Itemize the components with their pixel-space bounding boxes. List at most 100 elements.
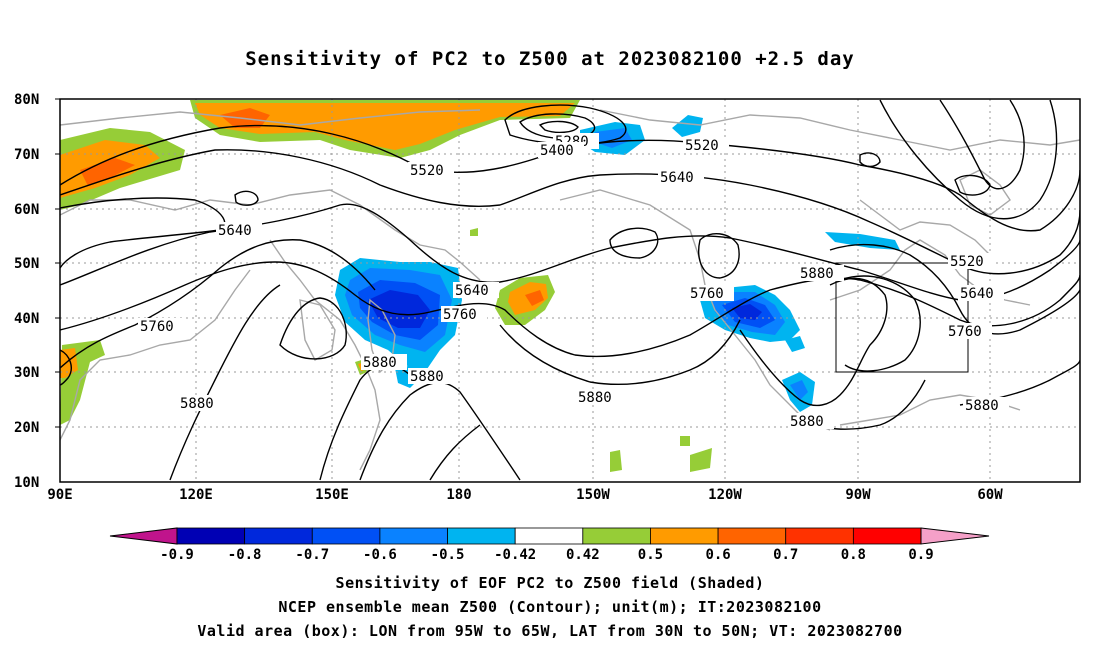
svg-text:5880: 5880	[410, 369, 444, 385]
contour-label: 5880	[408, 368, 454, 385]
svg-text:5640: 5640	[960, 286, 994, 302]
lat-tick-label: 40N	[14, 311, 39, 327]
colorbar-below-arrow	[109, 527, 178, 545]
contour-label: 5760	[138, 318, 184, 335]
contour-line	[169, 284, 281, 481]
lon-tick-label: 150W	[576, 487, 610, 503]
contour-line	[60, 197, 226, 269]
lat-tick-label: 30N	[14, 365, 39, 381]
svg-text:5520: 5520	[410, 163, 444, 179]
contour-label: 5400	[538, 142, 584, 159]
svg-text:5880: 5880	[790, 414, 824, 430]
colorbar-bin	[311, 527, 381, 545]
contour-label: 5640	[453, 282, 499, 299]
colorbar-tick-label: 0.9	[908, 547, 933, 563]
contour-label: 5520	[408, 162, 454, 179]
coastlines	[60, 109, 1080, 471]
contour-label: 5520	[683, 137, 729, 154]
contour-line	[859, 152, 881, 168]
contour-line	[839, 275, 921, 372]
colorbar-tick-label: -0.9	[160, 547, 194, 563]
lat-tick-label: 60N	[14, 202, 39, 218]
latitude-axis: 80N 70N 60N 50N 40N 30N 20N 10N	[14, 92, 60, 491]
lat-tick-label: 80N	[14, 92, 39, 108]
colorbar-above-arrow	[920, 527, 990, 545]
contour-label: 5880	[576, 389, 622, 406]
lat-tick-label: 50N	[14, 256, 39, 272]
contour-labels: 5280 5400 5520 5520 5640 5640 5520 5640 …	[138, 133, 1009, 430]
contour-label: 5880	[963, 397, 1009, 414]
contour-label: 5520	[948, 253, 994, 270]
lon-tick-label: 60W	[977, 487, 1003, 503]
svg-text:5880: 5880	[800, 266, 834, 282]
contour-line	[60, 149, 1080, 275]
svg-text:5880: 5880	[578, 390, 612, 406]
colorbar-tick-label: -0.5	[431, 547, 465, 563]
colorbar-bin	[785, 527, 854, 545]
svg-text:5880: 5880	[965, 398, 999, 414]
colorbar: -0.9 -0.8 -0.7 -0.6 -0.5 -0.42 0.42 0.5 0.6 0.7 0.…	[109, 527, 990, 563]
contour-line	[234, 190, 259, 206]
colorbar-bin	[717, 527, 787, 545]
contour-line	[429, 424, 481, 481]
contour-line	[609, 227, 659, 259]
contour-line	[954, 174, 991, 196]
contour-line	[60, 261, 1080, 358]
contour-line	[519, 113, 596, 140]
lat-tick-label: 20N	[14, 420, 39, 436]
svg-text:5520: 5520	[950, 254, 984, 270]
contour-line	[879, 99, 1058, 220]
lon-tick-label: 120W	[708, 487, 742, 503]
svg-text:5640: 5640	[218, 223, 252, 239]
contour-label: 5640	[958, 285, 1004, 302]
colorbar-bin	[379, 527, 448, 545]
svg-text:5880: 5880	[363, 355, 397, 371]
lon-tick-label: 90E	[47, 487, 72, 503]
svg-text:5400: 5400	[540, 143, 574, 159]
contour-line	[829, 243, 1080, 335]
caption-line-1: Sensitivity of EOF PC2 to Z500 field (Sh…	[335, 574, 765, 592]
svg-text:5880: 5880	[180, 396, 214, 412]
svg-text:5640: 5640	[455, 283, 489, 299]
longitude-axis: 90E 120E 150E 180 150W 120W 90W 60W	[47, 487, 1003, 503]
contour-label: 5760	[441, 306, 487, 323]
colorbar-tick-label: -0.7	[295, 547, 329, 563]
contour-label: 5880	[798, 265, 844, 282]
lon-tick-label: 180	[446, 487, 471, 503]
sensitivity-shading	[60, 100, 900, 472]
svg-text:5760: 5760	[443, 307, 477, 323]
contour-label: 5880	[788, 413, 834, 430]
caption-line-2: NCEP ensemble mean Z500 (Contour); unit(…	[278, 598, 822, 616]
colorbar-bin	[852, 527, 922, 545]
colorbar-bin	[176, 527, 246, 545]
colorbar-bin	[582, 527, 651, 545]
caption-line-3: Valid area (box): LON from 95W to 65W, L…	[197, 622, 903, 640]
colorbar-tick-label: -0.6	[363, 547, 397, 563]
svg-text:5520: 5520	[685, 138, 719, 154]
contour-line	[279, 297, 347, 360]
contour-line	[499, 319, 741, 386]
contour-label: 5640	[216, 222, 262, 239]
colorbar-bin	[650, 527, 719, 545]
contour-line	[538, 120, 579, 134]
lat-tick-label: 70N	[14, 147, 39, 163]
map-title: Sensitivity of PC2 to Z500 at 2023082100…	[245, 48, 855, 70]
colorbar-bin	[514, 527, 584, 545]
colorbar-tick-label: -0.8	[228, 547, 262, 563]
contour-line	[60, 239, 376, 369]
contour-line	[60, 124, 1080, 232]
lon-tick-label: 120E	[179, 487, 213, 503]
lon-tick-label: 90W	[845, 487, 871, 503]
contour-line	[319, 364, 411, 481]
svg-text:5760: 5760	[690, 286, 724, 302]
contour-label: 5880	[178, 395, 224, 412]
colorbar-tick-label: 0.6	[705, 547, 730, 563]
contour-line	[60, 203, 1080, 301]
colorbar-tick-label: 0.42	[566, 547, 600, 563]
colorbar-bin	[244, 527, 313, 545]
contour-label: 5640	[658, 169, 704, 186]
contour-line	[698, 233, 740, 279]
colorbar-tick-label: 0.5	[638, 547, 663, 563]
lat-tick-label: 10N	[14, 475, 39, 491]
